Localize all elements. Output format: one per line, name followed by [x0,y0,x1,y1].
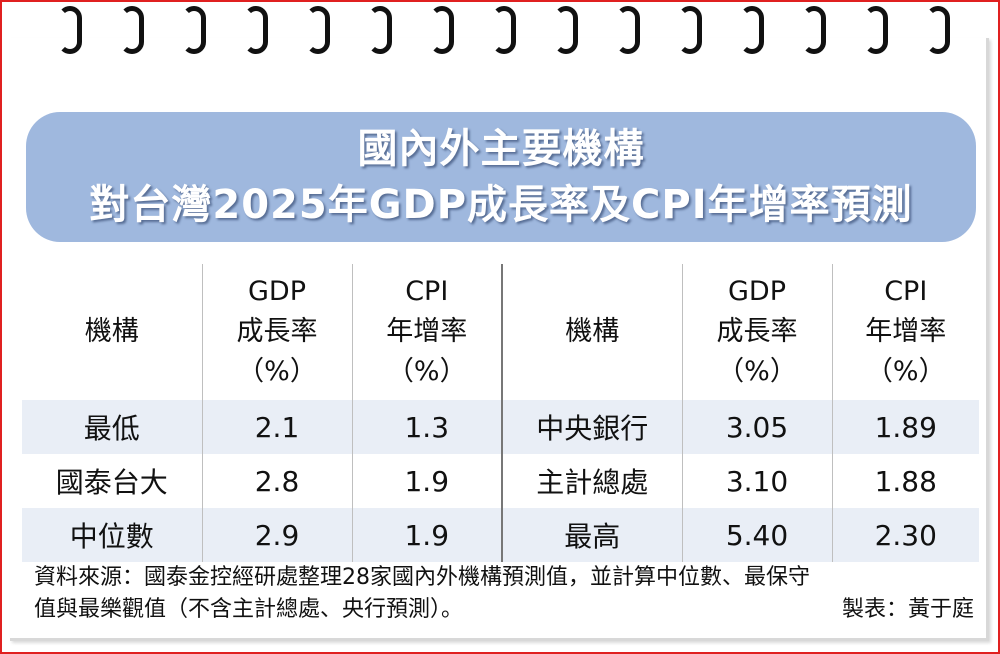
header-cpi-right-line1: CPI [884,276,928,307]
header-gdp-line2: 成長率 [236,316,318,347]
ring-icon [802,6,826,54]
table-row: 最低 2.1 1.3 中央銀行 3.05 1.89 [22,400,979,454]
header-gdp-line1: GDP [248,276,306,307]
ring-icon [430,6,454,54]
title-line-1: 國內外主要機構 [357,126,645,172]
cell-cpi: 1.88 [831,454,979,508]
header-cpi-line3: （%） [386,356,467,387]
header-gdp-line3: （%） [237,356,317,387]
ring-icon [182,6,206,54]
header-cpi: CPI 年增率 （%） [351,264,502,400]
cell-cpi: 1.3 [351,400,502,454]
ring-icon [306,6,330,54]
cell-gdp: 3.10 [681,454,832,508]
ring-icon [244,6,268,54]
header-cpi-right: CPI 年增率 （%） [831,264,979,400]
cell-gdp: 2.9 [201,508,352,562]
ring-icon [368,6,392,54]
header-agency: 機構 [84,316,139,347]
cell-cpi: 1.89 [831,400,979,454]
header-agency-right: 機構 [501,264,682,400]
table-row: 中位數 2.9 1.9 最高 5.40 2.30 [22,508,979,562]
ring-icon [120,6,144,54]
cell-gdp: 2.1 [201,400,352,454]
forecast-table: 機構 GDP 成長率 （%） CPI 年增率 （%） 機構 GDP 成長率 （%… [22,264,979,562]
ring-icon [58,6,82,54]
cell-agency: 中央銀行 [501,400,682,454]
ring-icon [740,6,764,54]
source-note: 資料來源：國泰金控經研處整理28家國內外機構預測值，並計算中位數、最保守 值與最… [34,562,974,626]
cell-agency: 國泰台大 [55,466,168,499]
header-cpi-right-line2: 年增率 [865,316,947,347]
header-gdp-right: GDP 成長率 （%） [681,264,832,400]
cell-gdp: 3.05 [681,400,832,454]
cell-cpi: 1.9 [351,454,502,508]
header-gdp-right-line3: （%） [717,356,797,387]
credit: 製表：黃于庭 [841,597,974,622]
ring-icon [616,6,640,54]
ring-icon [926,6,950,54]
header-cpi-right-line3: （%） [865,356,946,387]
source-note-line1: 資料來源：國泰金控經研處整理28家國內外機構預測值，並計算中位數、最保守 [34,565,810,590]
cell-agency: 最低 [22,400,202,454]
ring-icon [678,6,702,54]
header-cpi-line1: CPI [405,276,449,307]
cell-cpi: 1.9 [351,508,502,562]
cell-agency: 最高 [501,508,682,562]
cell-gdp: 2.8 [201,454,352,508]
source-note-line2: 值與最樂觀值（不含主計總處、央行預測）。 [34,597,464,622]
cell-cpi: 2.30 [831,508,979,562]
table-row: 國泰台大 2.8 1.9 主計總處 3.10 1.88 [22,454,979,508]
title-banner: 國內外主要機構 對台灣2025年GDP成長率及CPI年增率預測 [26,112,976,242]
ring-icon [864,6,888,54]
cell-agency: 中位數 [22,508,202,562]
header-gdp: GDP 成長率 （%） [201,264,352,400]
table-header-row: 機構 GDP 成長率 （%） CPI 年增率 （%） 機構 GDP 成長率 （%… [22,264,979,400]
ring-icon [492,6,516,54]
cell-gdp: 5.40 [681,508,832,562]
header-gdp-right-line1: GDP [728,276,786,307]
cell-agency: 主計總處 [501,454,682,508]
title-line-2: 對台灣2025年GDP成長率及CPI年增率預測 [89,182,913,228]
ring-icon [554,6,578,54]
header-gdp-right-line2: 成長率 [716,316,798,347]
header-cpi-line2: 年增率 [386,316,468,347]
